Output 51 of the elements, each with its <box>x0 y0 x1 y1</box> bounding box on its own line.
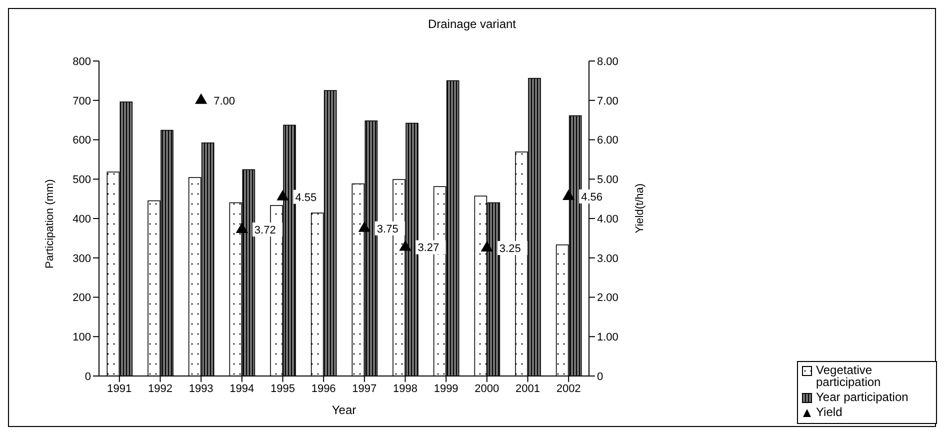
data-label: 7.00 <box>214 95 236 108</box>
y2-tick-label: 7.00 <box>597 95 618 108</box>
y2-tick-label: 4.00 <box>597 213 618 226</box>
x-tick-label: 1997 <box>352 382 377 395</box>
x-tick-label: 2001 <box>516 382 540 395</box>
x-tick-label: 1991 <box>107 382 132 395</box>
data-label: 3.75 <box>376 223 398 236</box>
y2-tick-label: 2.00 <box>597 292 618 304</box>
y-tick-label: 300 <box>72 252 91 265</box>
y-tick-label: 400 <box>72 213 91 226</box>
x-tick-label: 1992 <box>148 382 172 395</box>
chart-title: Drainage variant <box>426 17 518 31</box>
y-tick-label: 600 <box>72 134 91 147</box>
y2-tick-label: 3.00 <box>597 252 618 265</box>
x-tick-label: 2000 <box>474 382 500 395</box>
point <box>236 222 248 234</box>
y-tick-label: 700 <box>72 95 91 108</box>
y-tick-label: 200 <box>72 292 91 304</box>
y-tick-label: 500 <box>72 174 91 186</box>
y-axis-title: Participation (mm) <box>44 179 56 268</box>
y2-tick-label: 0 <box>597 370 604 383</box>
legend-label: Yield <box>816 405 842 419</box>
y-tick-label: 0 <box>84 370 91 383</box>
y2-tick-label: 8.00 <box>597 56 618 68</box>
y2-tick-label: 6.00 <box>597 134 618 147</box>
y2-tick-label: 1.00 <box>597 332 618 344</box>
x-tick-label: 1994 <box>230 382 254 395</box>
point <box>399 240 412 251</box>
data-label: 3.27 <box>418 242 440 254</box>
point <box>195 93 208 104</box>
data-label: 4.55 <box>295 192 317 204</box>
point <box>358 221 370 232</box>
data-label: 3.72 <box>254 224 276 237</box>
x-tick-label: 2002 <box>556 382 581 395</box>
x-tick-label: 1995 <box>270 382 295 395</box>
y2-tick-label: 5.00 <box>597 174 618 186</box>
legend-label: Year participation <box>816 390 908 404</box>
y2-axis-title: Yield(t/ha) <box>634 184 646 234</box>
legend-label: Vegetative participation <box>816 363 882 389</box>
data-label: 3.25 <box>499 243 521 256</box>
x-tick-label: 1999 <box>434 382 458 395</box>
y-tick-label: 100 <box>72 332 91 344</box>
y-tick-label: 800 <box>72 56 91 68</box>
x-tick-label: 1993 <box>188 382 214 395</box>
point <box>562 189 575 200</box>
x-tick-label: 1998 <box>393 382 418 395</box>
x-tick-label: 1996 <box>311 382 336 395</box>
x-axis-title: Year <box>332 403 356 417</box>
point <box>480 241 493 252</box>
data-label: 4.56 <box>581 191 603 204</box>
point <box>276 190 289 200</box>
